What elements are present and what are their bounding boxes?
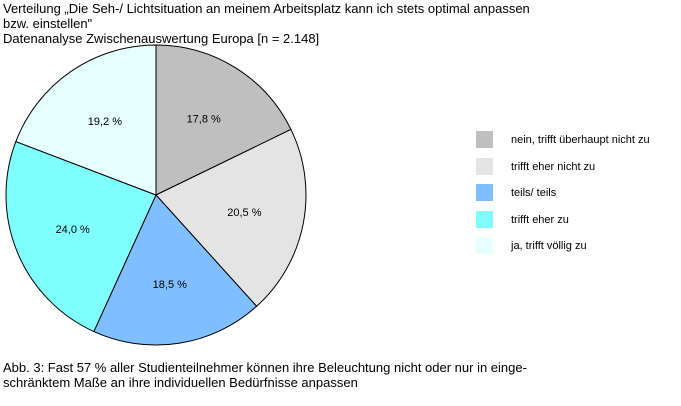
pie-slice-label: 24,0 % [56,224,90,236]
pie-slice [93,194,258,346]
legend-swatch [476,157,493,175]
pie-slice-label: 20,5 % [227,207,261,219]
legend-swatch [476,131,493,148]
legend-swatch [476,184,493,201]
legend-swatch [476,210,493,228]
chart-title: Verteilung „Die Seh-/ Lichtsituation an … [3,1,679,46]
pie-slice-label: 17,8 % [187,114,221,126]
pie-slice [15,44,157,196]
chart-title-line2: bzw. einstellen" [3,16,93,31]
pie-slice [5,140,157,333]
legend-label: trifft eher zu [511,213,569,226]
pie-slice-label: 19,2 % [88,116,122,128]
pie-slice [155,44,292,196]
figure-caption-line2: schränktem Maße an ihre individuellen Be… [3,375,358,390]
legend-label: nein, trifft überhaupt nicht zu [511,134,650,146]
legend-label: teils/ teils [511,187,557,199]
figure-caption-line1: Abb. 3: Fast 57 % aller Studienteilnehme… [3,360,527,375]
pie-slice [155,128,307,307]
figure-caption: Abb. 3: Fast 57 % aller Studienteilnehme… [3,360,679,390]
legend-label: trifft eher nicht zu [511,160,596,173]
chart-subtitle: Datenanalyse Zwischenauswertung Europa [… [3,31,320,46]
legend-label: ja, trifft völlig zu [511,240,587,252]
legend-swatch [476,237,493,254]
pie-slice-label: 18,5 % [153,279,187,291]
chart-title-line1: Verteilung „Die Seh-/ Lichtsituation an … [3,1,530,16]
